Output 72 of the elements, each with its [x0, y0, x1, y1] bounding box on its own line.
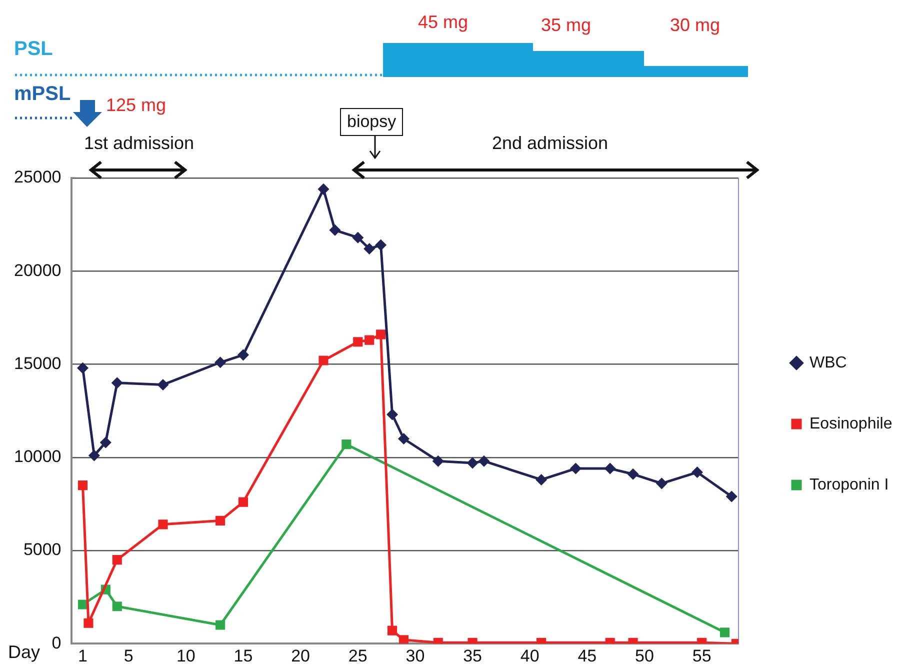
text: mPSL — [14, 83, 71, 106]
point — [158, 379, 168, 390]
point — [216, 516, 226, 526]
point — [536, 474, 547, 485]
y-tick-label: 20000 — [14, 260, 62, 280]
point — [158, 520, 168, 530]
point — [84, 618, 94, 628]
point — [352, 232, 364, 243]
point — [432, 456, 444, 466]
x-tick-label: 55 — [692, 646, 712, 666]
x-tick-label: 50 — [635, 646, 654, 666]
point — [387, 626, 398, 636]
text: 2nd admission — [492, 133, 608, 154]
point — [100, 437, 111, 448]
text: 125 mg — [106, 95, 166, 116]
point — [570, 463, 581, 474]
point — [376, 240, 386, 250]
x-tick-label: 5 — [124, 646, 134, 666]
x-tick-label: 35 — [463, 646, 482, 666]
point — [112, 602, 122, 612]
x-tick-label: 1 — [78, 646, 88, 666]
point — [467, 458, 478, 468]
point — [88, 450, 100, 461]
text: 30 mg — [670, 15, 720, 36]
point — [112, 555, 122, 565]
point — [656, 478, 667, 489]
point — [628, 468, 638, 480]
text: 35 mg — [541, 15, 592, 36]
legend-label: WBC — [810, 354, 847, 372]
point — [720, 628, 730, 638]
point — [364, 335, 374, 345]
legend-label: Eosinophile — [810, 415, 892, 432]
point — [604, 463, 616, 474]
point — [112, 378, 122, 388]
point — [398, 433, 409, 444]
y-tick-label: 25000 — [14, 168, 62, 187]
x-tick-label: 15 — [234, 646, 253, 666]
point — [77, 362, 88, 374]
x-tick-label: 40 — [520, 646, 540, 666]
point — [78, 480, 88, 490]
point — [330, 224, 340, 236]
x-tick-label: 20 — [291, 646, 310, 666]
text: PSL — [14, 38, 53, 61]
x-tick-label: 45 — [578, 646, 597, 666]
point — [215, 357, 226, 368]
point — [692, 467, 702, 478]
y-tick-label: 15000 — [14, 354, 62, 373]
y-tick-label: 10000 — [14, 447, 62, 466]
point — [353, 337, 363, 347]
x-axis-title: Day — [8, 642, 40, 662]
point — [238, 350, 248, 360]
point — [342, 440, 352, 450]
text: 1st admission — [84, 133, 194, 154]
x-tick-label: 30 — [406, 646, 425, 666]
x-tick-label: 10 — [176, 646, 196, 666]
point — [216, 620, 226, 630]
point — [478, 456, 490, 466]
text: 45 mg — [418, 12, 468, 33]
point — [726, 491, 737, 502]
point — [78, 600, 88, 610]
point — [318, 356, 328, 366]
text: biopsy — [340, 108, 404, 136]
point — [387, 409, 398, 420]
point — [364, 244, 375, 254]
x-tick-label: 25 — [348, 646, 368, 666]
y-tick-label: 5000 — [23, 540, 62, 560]
point — [238, 497, 248, 507]
y-tick-label: 0 — [52, 633, 62, 652]
point — [376, 330, 386, 340]
legend-label: Toroponin I — [810, 476, 889, 494]
point — [318, 184, 329, 194]
point — [398, 635, 409, 644]
